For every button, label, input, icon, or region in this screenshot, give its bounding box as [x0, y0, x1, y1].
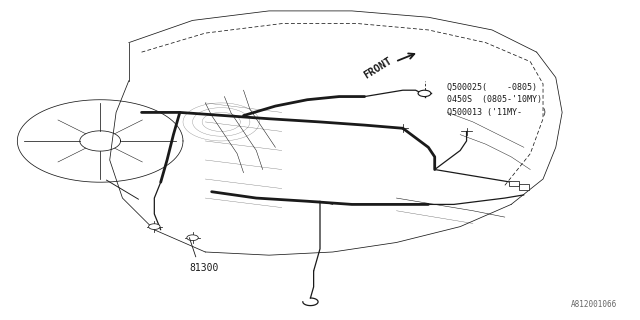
Circle shape [418, 90, 431, 97]
FancyBboxPatch shape [509, 181, 520, 186]
Text: A812001066: A812001066 [571, 300, 617, 309]
Circle shape [187, 235, 198, 241]
Text: FRONT: FRONT [362, 55, 393, 81]
Text: Q500025(    -0805): Q500025( -0805) [447, 83, 538, 92]
Text: 0450S  (0805-'10MY): 0450S (0805-'10MY) [447, 95, 543, 104]
Circle shape [148, 224, 160, 229]
FancyBboxPatch shape [519, 184, 529, 189]
Text: 81300: 81300 [189, 263, 219, 273]
Text: Q500013 ('11MY-    ): Q500013 ('11MY- ) [447, 108, 547, 117]
